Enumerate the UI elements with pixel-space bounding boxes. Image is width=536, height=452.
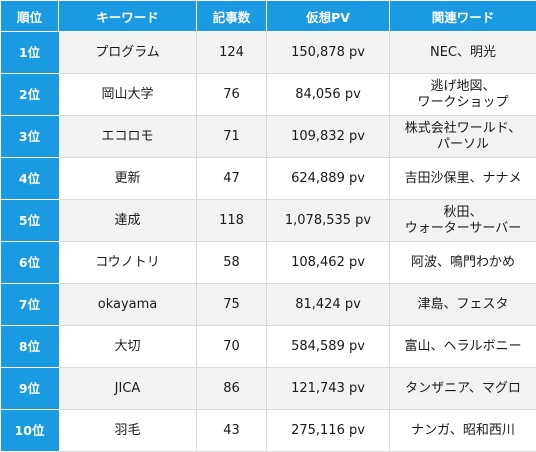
keyword-cell: okayama <box>59 284 197 326</box>
keyword-cell: コウノトリ <box>59 242 197 284</box>
rank-cell: 5位 <box>1 200 59 242</box>
table-row: 2位 岡山大学 76 84,056 pv 逃げ地図、 ワークショップ <box>1 74 536 116</box>
count-cell: 58 <box>197 242 267 284</box>
table-row: 4位 更新 47 624,889 pv 吉田沙保里、ナナメ <box>1 158 536 200</box>
table-row: 8位 大切 70 584,589 pv 富山、ヘラルボニー <box>1 326 536 368</box>
keyword-cell: 更新 <box>59 158 197 200</box>
pv-cell: 121,743 pv <box>267 368 390 410</box>
pv-cell: 81,424 pv <box>267 284 390 326</box>
count-cell: 118 <box>197 200 267 242</box>
table-row: 5位 達成 118 1,078,535 pv 秋田、 ウォーターサーバー <box>1 200 536 242</box>
related-cell: ナンガ、昭和西川 <box>390 410 536 452</box>
pv-cell: 624,889 pv <box>267 158 390 200</box>
count-cell: 71 <box>197 116 267 158</box>
header-rank: 順位 <box>1 1 59 32</box>
keyword-cell: 達成 <box>59 200 197 242</box>
pv-cell: 275,116 pv <box>267 410 390 452</box>
table-row: 6位 コウノトリ 58 108,462 pv 阿波、鳴門わかめ <box>1 242 536 284</box>
rank-cell: 10位 <box>1 410 59 452</box>
rank-cell: 1位 <box>1 32 59 74</box>
pv-cell: 84,056 pv <box>267 74 390 116</box>
count-cell: 124 <box>197 32 267 74</box>
pv-cell: 584,589 pv <box>267 326 390 368</box>
rank-cell: 4位 <box>1 158 59 200</box>
pv-cell: 1,078,535 pv <box>267 200 390 242</box>
header-keyword: キーワード <box>59 1 197 32</box>
table-row: 9位 JICA 86 121,743 pv タンザニア、マグロ <box>1 368 536 410</box>
related-cell: タンザニア、マグロ <box>390 368 536 410</box>
table-row: 10位 羽毛 43 275,116 pv ナンガ、昭和西川 <box>1 410 536 452</box>
related-cell: NEC、明光 <box>390 32 536 74</box>
rank-cell: 7位 <box>1 284 59 326</box>
header-virtual-pv: 仮想PV <box>267 1 390 32</box>
count-cell: 75 <box>197 284 267 326</box>
related-cell: 阿波、鳴門わかめ <box>390 242 536 284</box>
header-related-words: 関連ワード <box>390 1 536 32</box>
related-cell: 富山、ヘラルボニー <box>390 326 536 368</box>
count-cell: 43 <box>197 410 267 452</box>
pv-cell: 150,878 pv <box>267 32 390 74</box>
pv-cell: 108,462 pv <box>267 242 390 284</box>
related-cell: 逃げ地図、 ワークショップ <box>390 74 536 116</box>
related-cell: 秋田、 ウォーターサーバー <box>390 200 536 242</box>
rank-cell: 2位 <box>1 74 59 116</box>
table-row: 7位 okayama 75 81,424 pv 津島、フェスタ <box>1 284 536 326</box>
rank-cell: 6位 <box>1 242 59 284</box>
table-header-row: 順位 キーワード 記事数 仮想PV 関連ワード <box>1 1 536 32</box>
count-cell: 70 <box>197 326 267 368</box>
related-cell: 吉田沙保里、ナナメ <box>390 158 536 200</box>
count-cell: 86 <box>197 368 267 410</box>
rank-cell: 3位 <box>1 116 59 158</box>
pv-cell: 109,832 pv <box>267 116 390 158</box>
related-cell: 津島、フェスタ <box>390 284 536 326</box>
count-cell: 47 <box>197 158 267 200</box>
keyword-cell: 大切 <box>59 326 197 368</box>
keyword-cell: JICA <box>59 368 197 410</box>
related-cell: 株式会社ワールド、 パーソル <box>390 116 536 158</box>
keyword-cell: プログラム <box>59 32 197 74</box>
keyword-cell: エコロモ <box>59 116 197 158</box>
count-cell: 76 <box>197 74 267 116</box>
rank-cell: 8位 <box>1 326 59 368</box>
keyword-cell: 岡山大学 <box>59 74 197 116</box>
table-row: 3位 エコロモ 71 109,832 pv 株式会社ワールド、 パーソル <box>1 116 536 158</box>
table-row: 1位 プログラム 124 150,878 pv NEC、明光 <box>1 32 536 74</box>
header-article-count: 記事数 <box>197 1 267 32</box>
rank-cell: 9位 <box>1 368 59 410</box>
keyword-cell: 羽毛 <box>59 410 197 452</box>
